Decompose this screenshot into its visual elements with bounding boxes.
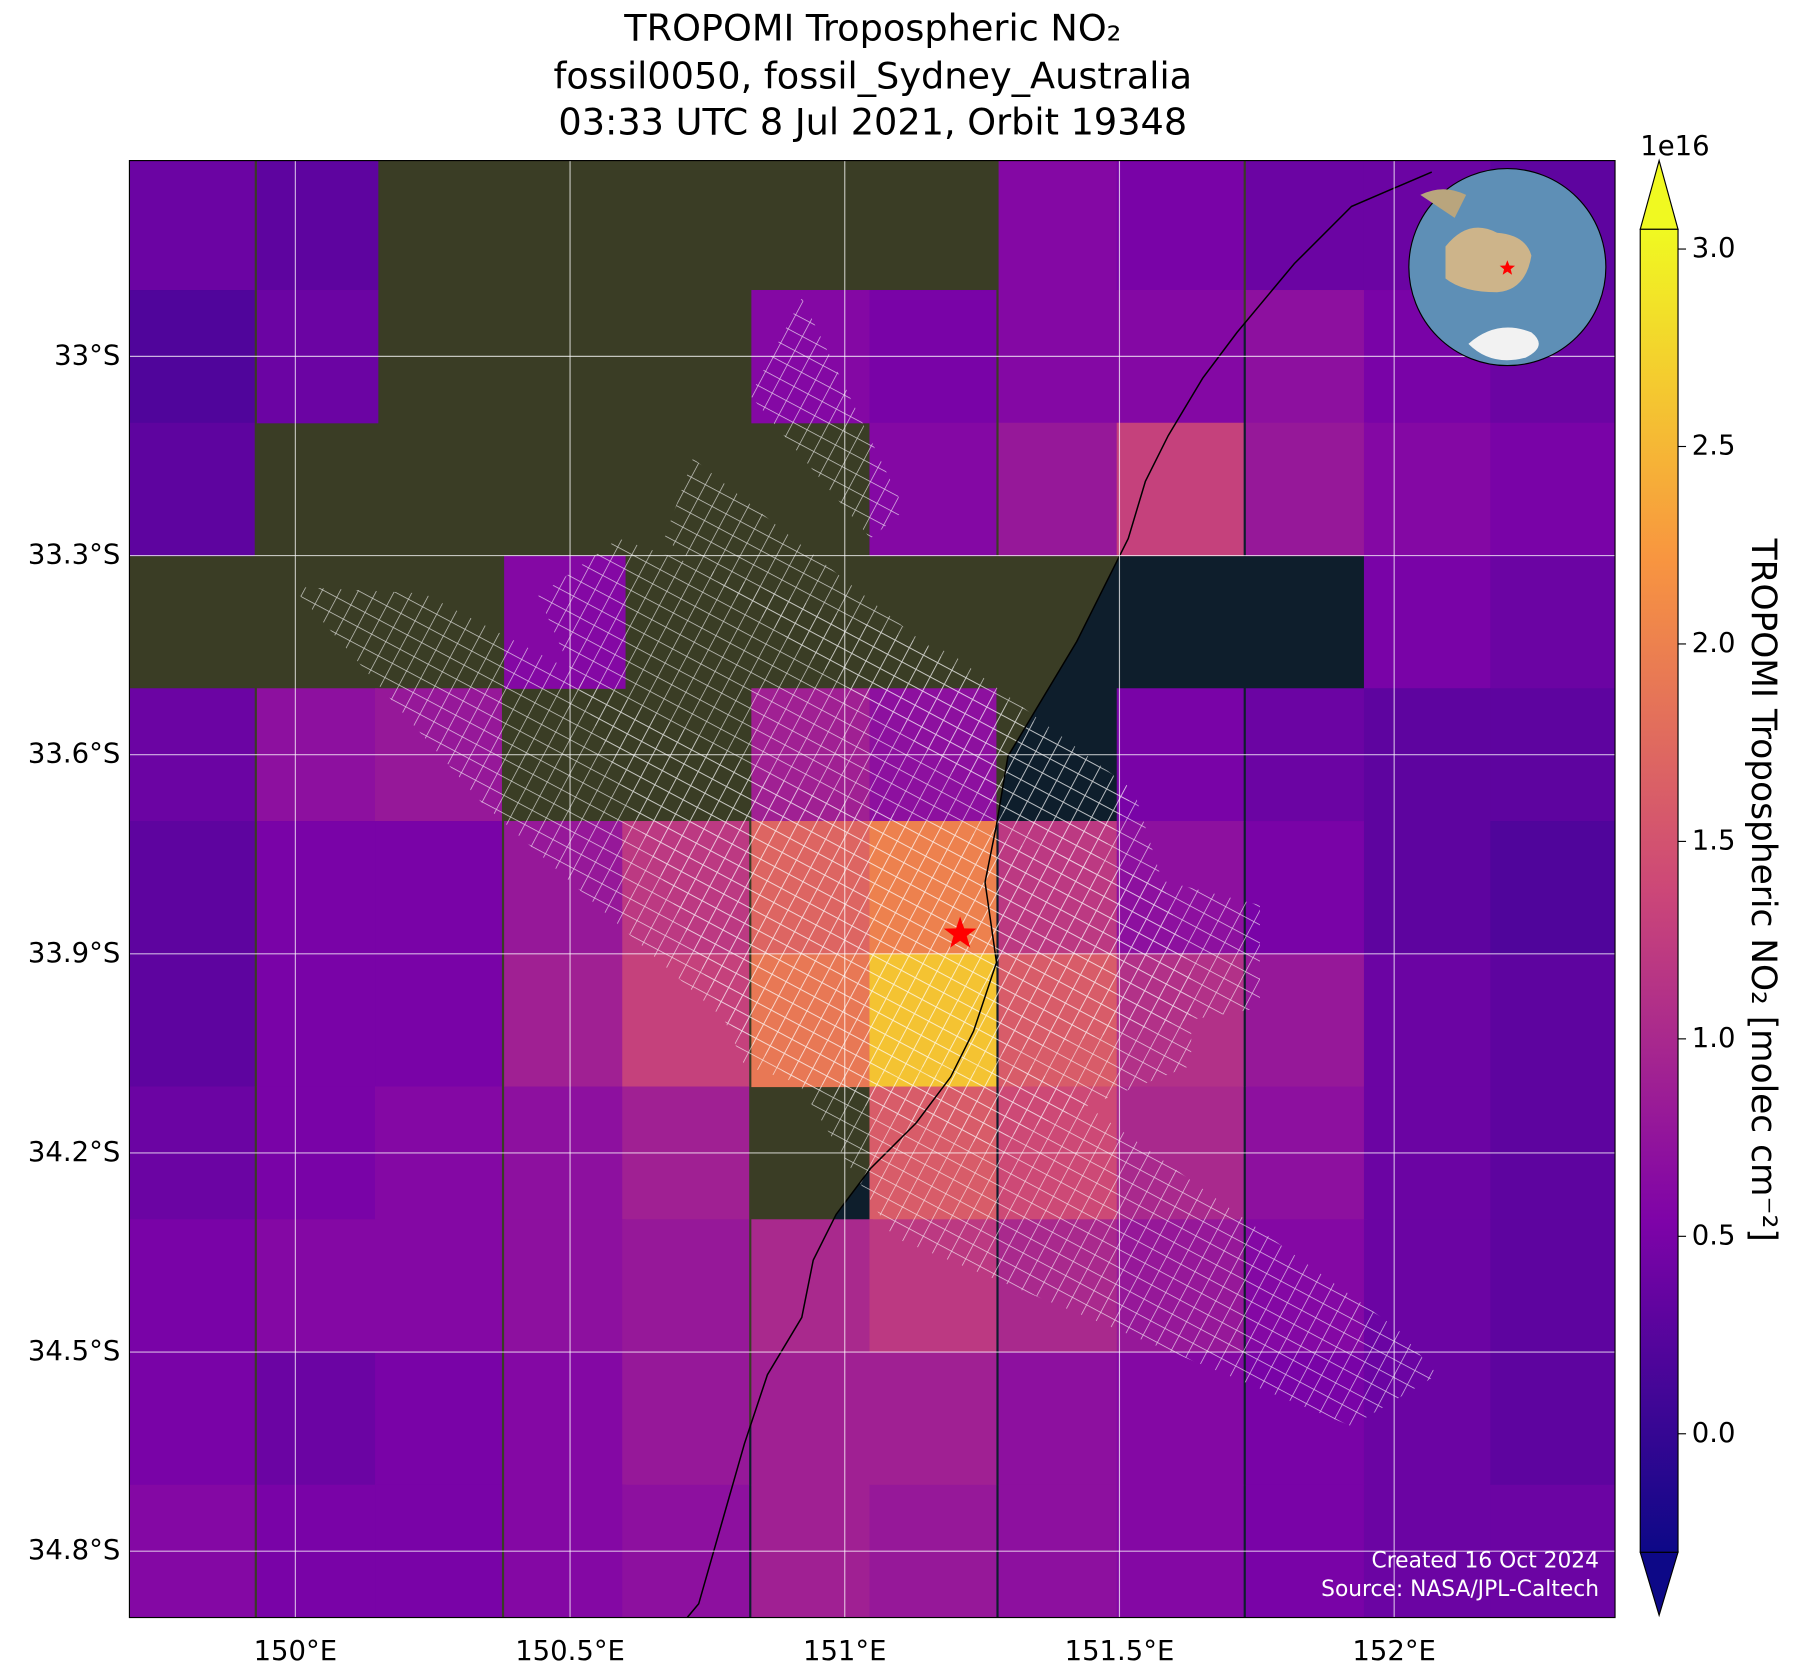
no2-cell: [1490, 1219, 1616, 1353]
map-frame: [128, 160, 1616, 1619]
colorbar-extend: [1639, 1551, 1679, 1618]
x-tick-label: 152°E: [1352, 1635, 1436, 1667]
title-line: 03:33 UTC 8 Jul 2021, Orbit 19348: [558, 100, 1187, 143]
no2-cell: [751, 1352, 873, 1486]
title-line: TROPOMI Tropospheric NO₂: [623, 6, 1121, 49]
colorbar-label: TROPOMI Tropospheric NO₂ [molec cm⁻²]: [1743, 538, 1783, 1242]
plume-mesh: [664, 458, 1134, 883]
no2-cell: [1116, 422, 1244, 557]
no2-cell: [622, 1219, 750, 1353]
no2-cell: [504, 1219, 626, 1353]
no2-cell: [256, 1352, 379, 1486]
x-tick-label: 151.5°E: [1065, 1635, 1175, 1667]
no2-cell: [1116, 1352, 1244, 1486]
map-area: [129, 160, 1616, 1618]
footer-line: Source: NASA/JPL-Caltech: [1321, 1577, 1599, 1602]
no2-cell: [1116, 160, 1244, 291]
no2-cell: [751, 1219, 873, 1353]
no2-cell: [375, 1352, 502, 1486]
colorbar-tick-label: 0.5: [1692, 1219, 1736, 1251]
no2-cell: [129, 821, 255, 955]
x-tick-label: 150°E: [254, 1635, 338, 1667]
no2-cell: [1363, 555, 1491, 689]
no2-cell: [1245, 160, 1368, 291]
no2-cell: [256, 160, 379, 291]
colorbar-body: [1639, 228, 1679, 1553]
x-tick-label: 150.5°E: [515, 1635, 625, 1667]
y-tick-label: 33.9°S: [28, 937, 120, 969]
globe-site-marker: [1499, 260, 1516, 275]
no2-cell: [1245, 422, 1368, 557]
no2-cell: [998, 1352, 1121, 1486]
plume-mesh: [538, 538, 1192, 1146]
no2-cell: [998, 422, 1121, 557]
no2-cell: [504, 1352, 626, 1486]
no2-cell: [1363, 821, 1491, 955]
no2-cell: [256, 953, 379, 1088]
title-line: fossil0050, fossil_Sydney_Australia: [553, 55, 1192, 98]
colorbar-extend: [1639, 158, 1679, 230]
no2-cell: [1490, 422, 1616, 557]
no2-cell: [129, 953, 255, 1088]
no2-cell: [375, 1219, 502, 1353]
globe-land: [1468, 327, 1539, 361]
no2-cell: [256, 821, 379, 955]
x-tick-label: 151°E: [803, 1635, 887, 1667]
no2-cell: [1245, 953, 1368, 1088]
no2-cell: [1490, 555, 1616, 689]
colorbar-tick-label: 0.0: [1692, 1417, 1736, 1449]
y-tick-label: 34.5°S: [28, 1335, 120, 1367]
y-tick-label: 34.2°S: [28, 1136, 120, 1168]
no2-cell: [998, 160, 1121, 291]
no2-cell: [375, 821, 502, 955]
colorbar-exponent: 1e16: [1640, 130, 1709, 162]
footer-line: Created 16 Oct 2024: [1372, 1548, 1599, 1573]
globe-land: [1420, 189, 1467, 218]
no2-cell: [1490, 953, 1616, 1088]
no2-cell: [1363, 422, 1491, 557]
y-tick-label: 34.8°S: [28, 1534, 120, 1566]
plume-mesh: [750, 298, 905, 539]
no2-cell: [129, 1352, 255, 1486]
colorbar-tick-label: 1.5: [1692, 824, 1736, 856]
no2-cell: [256, 1219, 379, 1353]
no2-cell: [1490, 1352, 1616, 1486]
y-tick-label: 33°S: [54, 339, 120, 371]
no2-cell: [129, 422, 255, 557]
no2-cell: [1245, 821, 1368, 955]
no2-cell: [375, 953, 502, 1088]
y-tick-label: 33.6°S: [28, 738, 120, 770]
no2-cell: [129, 160, 255, 291]
no2-cell: [869, 1352, 997, 1486]
colorbar: [1639, 158, 1679, 1618]
no2-cell: [622, 1352, 750, 1486]
y-tick-label: 33.3°S: [28, 539, 120, 571]
no2-cell: [1490, 821, 1616, 955]
colorbar-tick-label: 2.5: [1692, 429, 1736, 461]
no2-cell: [504, 953, 626, 1088]
colorbar-tick-label: 2.0: [1692, 627, 1736, 659]
no2-cell: [1363, 953, 1491, 1088]
no2-cell: [129, 1219, 255, 1353]
coastline: [686, 171, 1433, 1618]
globe-land: [1445, 227, 1532, 293]
site-marker: [943, 916, 977, 948]
colorbar-tick-label: 1.0: [1692, 1022, 1736, 1054]
colorbar-tick-label: 3.0: [1692, 232, 1736, 264]
